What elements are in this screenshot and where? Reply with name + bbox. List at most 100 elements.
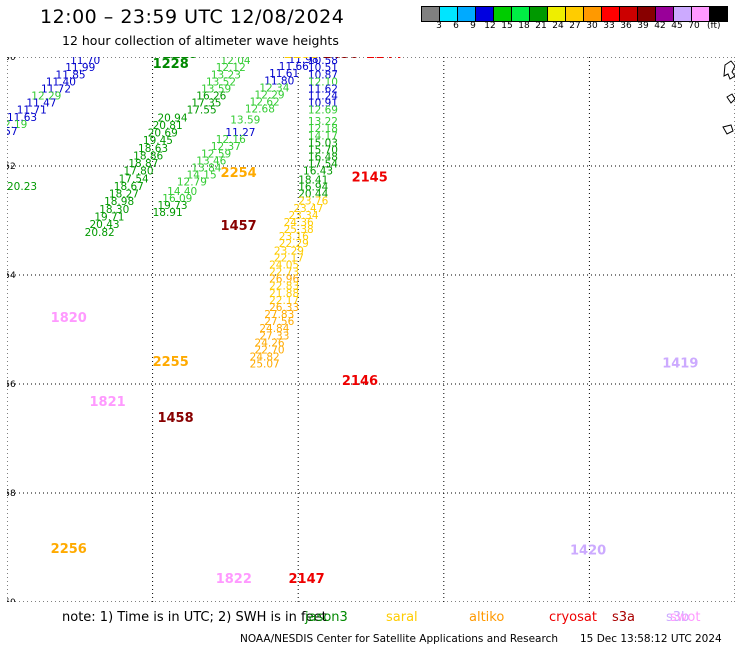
wave-height-label: 18.63 bbox=[138, 143, 168, 155]
wave-height-label: 11.70 bbox=[70, 57, 100, 67]
lat-tick-label: -56 bbox=[7, 380, 16, 390]
map-title: 12:00 – 23:59 UTC 12/08/2024 bbox=[40, 6, 345, 28]
scale-swatch bbox=[709, 6, 728, 22]
wave-height-label: 11.66 bbox=[279, 61, 309, 73]
wave-height-label: 24.05 bbox=[269, 259, 299, 271]
wave-height-label: 15.70 bbox=[308, 144, 338, 156]
wave-height-label: 11.47 bbox=[26, 98, 56, 110]
wave-height-label: 23.76 bbox=[298, 196, 328, 208]
wave-height-label: 13.59 bbox=[230, 114, 260, 126]
wave-height-label: 11.61 bbox=[269, 68, 299, 80]
wave-height-label: 13.22 bbox=[308, 116, 338, 128]
wave-height-label: 11.62 bbox=[308, 83, 338, 95]
wave-height-label: 12.12 bbox=[216, 62, 246, 74]
lat-tick-label: -54 bbox=[7, 271, 16, 281]
wave-height-label: 13.46 bbox=[196, 155, 226, 167]
wave-height-label: 19.71 bbox=[94, 212, 124, 224]
wave-height-label: 27.33 bbox=[259, 330, 289, 342]
scale-label: 9 bbox=[470, 21, 476, 31]
pass-time-label: 1458 bbox=[157, 411, 193, 426]
scale-label: 30 bbox=[586, 21, 598, 31]
wave-height-label: 23.16 bbox=[279, 231, 309, 243]
scale-swatch bbox=[475, 6, 494, 22]
wave-height-label: 11.24 bbox=[308, 91, 338, 103]
wave-height-label: 10.51 bbox=[308, 62, 338, 74]
scale-label: 45 bbox=[671, 21, 683, 31]
wave-height-label: 11.91 bbox=[75, 57, 105, 60]
pass-time-label: 1228 bbox=[153, 57, 189, 72]
wave-height-label: 23.29 bbox=[274, 245, 304, 257]
scale-unit: (ft) bbox=[707, 21, 721, 31]
scale-swatch bbox=[619, 6, 638, 22]
legend-jason3: jason3 bbox=[305, 610, 348, 625]
pass-time-label: 1456 bbox=[322, 57, 358, 62]
wave-height-label: 12.19 bbox=[7, 119, 27, 131]
wave-height-label: 22.17 bbox=[269, 295, 299, 307]
wave-height-label: 18.41 bbox=[298, 174, 328, 186]
scale-label: 33 bbox=[603, 21, 615, 31]
wave-height-label: 11.40 bbox=[46, 76, 76, 88]
wave-height-label: 13.23 bbox=[211, 69, 241, 81]
wave-height-label: 22.73 bbox=[269, 267, 299, 279]
wave-height-label: 20.94 bbox=[157, 112, 187, 124]
legend-swot: swot bbox=[670, 610, 701, 625]
wave-height-label: 12.62 bbox=[250, 97, 280, 109]
wave-height-label: 23.34 bbox=[288, 210, 318, 222]
scale-label: 18 bbox=[518, 21, 530, 31]
scale-label: 3 bbox=[436, 21, 442, 31]
wave-height-label: 22.83 bbox=[269, 281, 299, 293]
scale-swatch bbox=[601, 6, 620, 22]
scale-label: 70 bbox=[688, 21, 700, 31]
wave-height-label: 10.58 bbox=[308, 57, 338, 67]
wave-height-label: 19.45 bbox=[143, 135, 173, 147]
wave-height-label: 21.88 bbox=[269, 288, 299, 300]
coastline bbox=[722, 60, 735, 135]
pass-time-label: 2253 bbox=[284, 57, 320, 62]
wave-height-label: 20.23 bbox=[7, 181, 37, 193]
wave-height-label: 15.03 bbox=[308, 137, 338, 149]
scale-swatch bbox=[655, 6, 674, 22]
wave-height-label: 16.94 bbox=[298, 182, 328, 194]
note-text: note: 1) Time is in UTC; 2) SWH is in fe… bbox=[62, 610, 327, 625]
wave-height-label: 14.17 bbox=[308, 130, 338, 142]
wave-height-label: 11.27 bbox=[225, 127, 255, 139]
wave-height-label: 12.04 bbox=[221, 57, 251, 67]
wave-height-label: 16.43 bbox=[303, 166, 333, 178]
wave-height-label: 13.84 bbox=[191, 162, 221, 174]
wave-height-label: 12.18 bbox=[308, 123, 338, 135]
scale-swatch bbox=[691, 6, 710, 22]
wave-height-label: 13.59 bbox=[201, 83, 231, 95]
wave-height-label: 11.57 bbox=[7, 126, 18, 138]
wave-height-label: 20.69 bbox=[148, 128, 178, 140]
scale-swatch bbox=[421, 6, 440, 22]
legend-saral: saral bbox=[386, 610, 418, 625]
wave-height-label: 16.26 bbox=[196, 91, 226, 103]
wave-height-label: 18.30 bbox=[99, 204, 129, 216]
wave-height-label: 11.99 bbox=[65, 62, 95, 74]
wave-height-label: 22.29 bbox=[279, 238, 309, 250]
wave-height-label: 12.29 bbox=[255, 89, 285, 101]
scale-swatch bbox=[583, 6, 602, 22]
scale-label: 27 bbox=[569, 21, 581, 31]
wave-height-label: 26.96 bbox=[269, 274, 299, 286]
pass-time-label: 1229 bbox=[162, 57, 198, 62]
wave-height-label: 18.86 bbox=[133, 150, 163, 162]
scale-label: 12 bbox=[484, 21, 496, 31]
wave-height-label: 20.44 bbox=[298, 189, 328, 201]
map-subtitle: 12 hour collection of altimeter wave hei… bbox=[62, 33, 339, 48]
wave-height-label: 11.80 bbox=[264, 75, 294, 87]
pass-time-label: 2147 bbox=[288, 572, 324, 587]
pass-time-label: 1820 bbox=[51, 311, 87, 326]
wave-height-label: 11.98 bbox=[288, 57, 318, 66]
color-scale bbox=[421, 6, 728, 22]
color-scale-labels: 3 6 9 12 15 18 21 24 27 30 33 36 39 42 45 70 bbox=[422, 21, 740, 35]
wave-height-label: 20.43 bbox=[90, 219, 120, 231]
scale-label: 21 bbox=[535, 21, 547, 31]
scale-swatch bbox=[439, 6, 458, 22]
pass-time-label: 1822 bbox=[216, 572, 252, 587]
wave-height-label: 17.54 bbox=[308, 159, 338, 171]
wave-height-label: 11.63 bbox=[7, 112, 37, 124]
wave-height-label: 18.87 bbox=[128, 158, 158, 170]
wave-height-label: 16.09 bbox=[162, 193, 192, 205]
wave-height-label: 14.15 bbox=[187, 170, 217, 182]
